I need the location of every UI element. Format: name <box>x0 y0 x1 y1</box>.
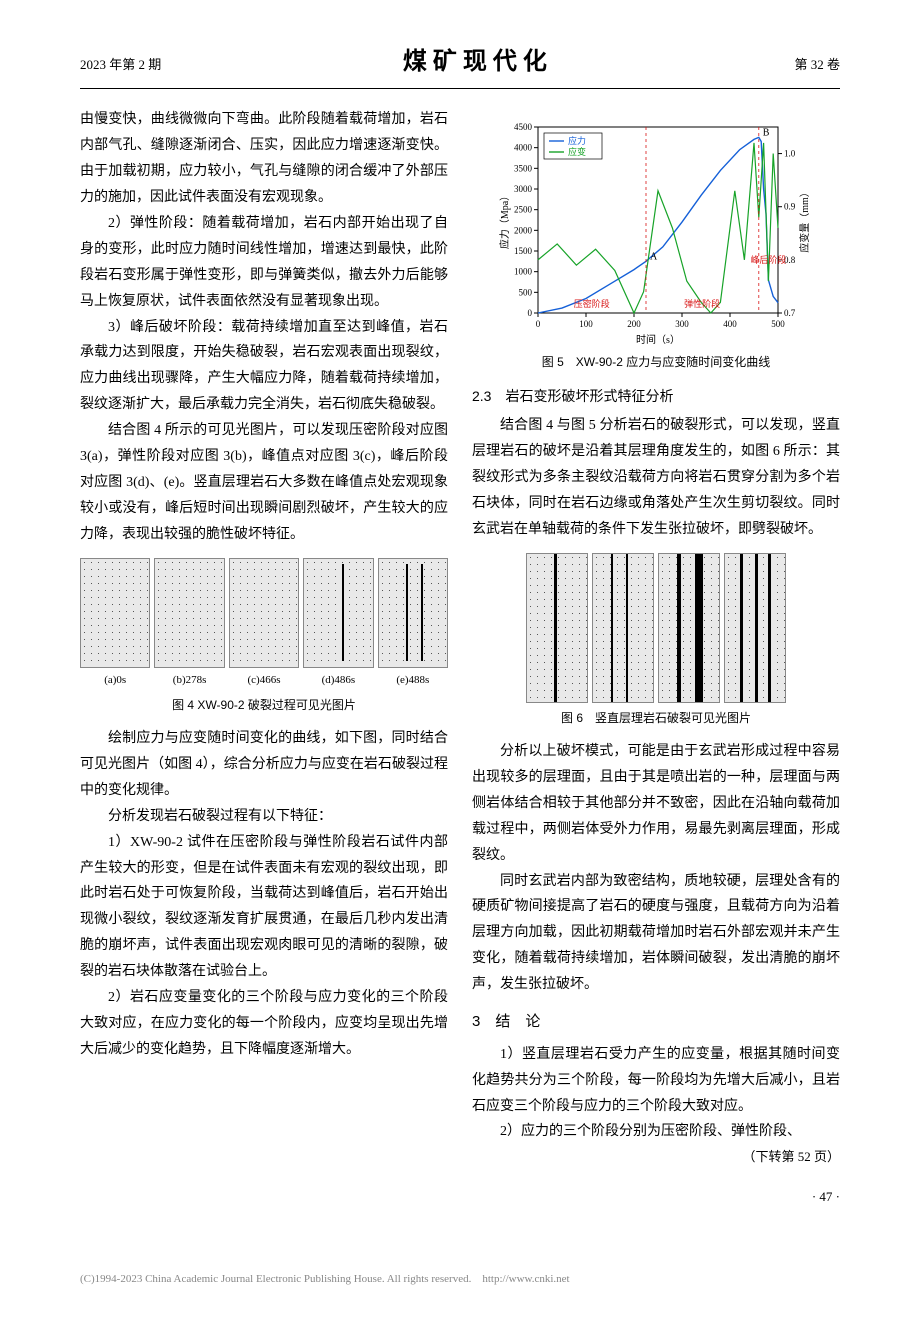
para-conclusion2: 2）应力的三个阶段分别为压密阶段、弹性阶段、 <box>472 1119 840 1145</box>
fig4-item-e: (e)488s <box>378 558 448 690</box>
svg-text:应变量（mm）: 应变量（mm） <box>798 188 811 254</box>
figure-6-caption: 图 6 竖直层理岩石破裂可见光图片 <box>472 707 840 729</box>
header-issue: 2023 年第 2 期 <box>80 53 161 77</box>
fig4-item-b: (b)278s <box>154 558 224 690</box>
svg-text:A: A <box>650 252 658 263</box>
svg-text:应力: 应力 <box>568 135 586 146</box>
figure-4: (a)0s (b)278s (c)466s (d)486s <box>80 558 448 717</box>
fig4-label-d: (d)486s <box>303 670 373 690</box>
svg-text:1500: 1500 <box>514 246 533 256</box>
svg-text:0.7: 0.7 <box>784 308 796 318</box>
para-conclusion1: 1）竖直层理岩石受力产生的应变量，根据其随时间变化趋势共分为三个阶段，每一阶段均… <box>472 1042 840 1120</box>
svg-text:应变: 应变 <box>568 146 586 157</box>
svg-text:200: 200 <box>627 319 641 329</box>
svg-text:500: 500 <box>771 319 785 329</box>
fig4-box-c <box>229 558 299 668</box>
figure-4-row: (a)0s (b)278s (c)466s (d)486s <box>80 558 448 690</box>
figure-6: 图 6 竖直层理岩石破裂可见光图片 <box>472 553 840 729</box>
fig4-item-a: (a)0s <box>80 558 150 690</box>
svg-text:2500: 2500 <box>514 205 533 215</box>
left-column: 由慢变快，曲线微微向下弯曲。此阶段随着载荷增加，岩石内部气孔、缝隙逐渐闭合、压实… <box>80 107 448 1169</box>
figure-5-chart: 0 100 200 300 400 500 时间（s） 0 500 1000 1500 2000 250… <box>496 117 816 347</box>
svg-text:压密阶段: 压密阶段 <box>574 298 610 309</box>
fig6-box-1 <box>526 553 588 703</box>
chart-svg: 0 100 200 300 400 500 时间（s） 0 500 1000 1500 2000 250… <box>496 117 816 347</box>
fig4-label-e: (e)488s <box>378 670 448 690</box>
figure-6-row <box>472 553 840 703</box>
section-3-title: 3 结 论 <box>472 1008 840 1036</box>
fig4-item-c: (c)466s <box>229 558 299 690</box>
svg-text:峰后阶段: 峰后阶段 <box>750 254 786 265</box>
header-title: 煤矿现代化 <box>403 40 553 84</box>
subsection-2-3-title: 2.3 岩石变形破坏形式特征分析 <box>472 384 840 410</box>
fig4-box-b <box>154 558 224 668</box>
svg-text:400: 400 <box>723 319 737 329</box>
svg-text:300: 300 <box>675 319 689 329</box>
svg-text:3000: 3000 <box>514 184 533 194</box>
para-feature1: 1）XW-90-2 试件在压密阶段与弹性阶段岩石试件内部产生较大的形变，但是在试… <box>80 830 448 985</box>
header-volume: 第 32 卷 <box>794 53 840 77</box>
svg-text:100: 100 <box>579 319 593 329</box>
svg-text:2000: 2000 <box>514 226 533 236</box>
svg-text:3500: 3500 <box>514 164 533 174</box>
page-header: 2023 年第 2 期 煤矿现代化 第 32 卷 <box>80 40 840 89</box>
figure-4-caption: 图 4 XW-90-2 破裂过程可见光图片 <box>80 694 448 716</box>
figure-5-caption: 图 5 XW-90-2 应力与应变随时间变化曲线 <box>472 351 840 373</box>
para-stage2: 2）弹性阶段：随着载荷增加，岩石内部开始出现了自身的变形，此时应力随时间线性增加… <box>80 211 448 315</box>
svg-text:1.0: 1.0 <box>784 149 796 159</box>
svg-text:0: 0 <box>528 308 533 318</box>
right-column: 0 100 200 300 400 500 时间（s） 0 500 1000 1500 2000 250… <box>472 107 840 1169</box>
svg-text:弹性阶段: 弹性阶段 <box>684 298 720 309</box>
fig6-box-3 <box>658 553 720 703</box>
fig4-box-e <box>378 558 448 668</box>
continued-note: （下转第 52 页） <box>472 1145 840 1169</box>
page-number: · 47 · <box>80 1185 840 1209</box>
svg-text:4500: 4500 <box>514 122 533 132</box>
fig4-label-c: (c)466s <box>229 670 299 690</box>
fig6-box-2 <box>592 553 654 703</box>
svg-text:0.9: 0.9 <box>784 202 796 212</box>
svg-text:1000: 1000 <box>514 267 533 277</box>
para-fig4-desc: 结合图 4 所示的可见光图片，可以发现压密阶段对应图 3(a)，弹性阶段对应图 … <box>80 418 448 547</box>
para-intro: 由慢变快，曲线微微向下弯曲。此阶段随着载荷增加，岩石内部气孔、缝隙逐渐闭合、压实… <box>80 107 448 211</box>
fig4-label-a: (a)0s <box>80 670 150 690</box>
para-stage3: 3）峰后破坏阶段：载荷持续增加直至达到峰值，岩石承载力达到限度，开始失稳破裂，岩… <box>80 315 448 419</box>
svg-text:0: 0 <box>536 319 541 329</box>
para-draw-curve: 绘制应力与应变随时间变化的曲线，如下图，同时结合可见光图片（如图 4），综合分析… <box>80 726 448 804</box>
para-r1: 结合图 4 与图 5 分析岩石的破裂形式，可以发现，竖直层理岩石的破坏是沿着其层… <box>472 413 840 542</box>
svg-text:时间（s）: 时间（s） <box>636 333 680 346</box>
para-r3: 同时玄武岩内部为致密结构，质地较硬，层理处含有的硬质矿物间接提高了岩石的硬度与强… <box>472 869 840 998</box>
fig4-item-d: (d)486s <box>303 558 373 690</box>
svg-text:B: B <box>763 128 770 139</box>
two-column-layout: 由慢变快，曲线微微向下弯曲。此阶段随着载荷增加，岩石内部气孔、缝隙逐渐闭合、压实… <box>80 107 840 1169</box>
para-feature2: 2）岩石应变量变化的三个阶段与应力变化的三个阶段大致对应，在应力变化的每一个阶段… <box>80 985 448 1063</box>
fig4-box-a <box>80 558 150 668</box>
svg-text:500: 500 <box>519 288 533 298</box>
svg-text:4000: 4000 <box>514 143 533 153</box>
fig4-label-b: (b)278s <box>154 670 224 690</box>
para-r2: 分析以上破坏模式，可能是由于玄武岩形成过程中容易出现较多的层理面，且由于其是喷出… <box>472 739 840 868</box>
fig4-box-d <box>303 558 373 668</box>
para-features-intro: 分析发现岩石破裂过程有以下特征： <box>80 804 448 830</box>
fig6-box-4 <box>724 553 786 703</box>
svg-text:应力（Mpa）: 应力（Mpa） <box>498 191 511 249</box>
copyright-footer: (C)1994-2023 China Academic Journal Elec… <box>80 1269 840 1289</box>
figure-5: 0 100 200 300 400 500 时间（s） 0 500 1000 1500 2000 250… <box>472 117 840 373</box>
